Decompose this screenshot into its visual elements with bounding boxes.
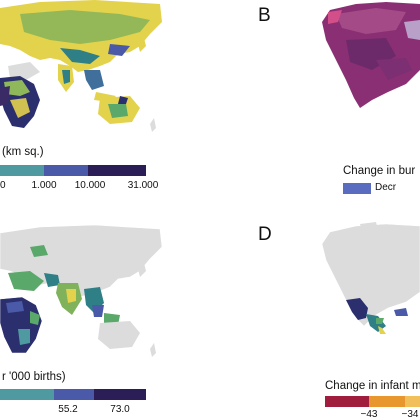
legend-title-a: (km sq.) <box>2 146 44 158</box>
legend-bar-d <box>325 396 420 407</box>
legend-tick-c-1: 73.0 <box>110 404 130 415</box>
map-panel-a <box>0 0 162 132</box>
legend-swatch-d-2 <box>369 396 405 407</box>
panel-letter-d: D <box>258 224 272 245</box>
legend-swatch-a-3 <box>88 165 146 176</box>
legend-tick-d-0: −43 <box>360 409 378 420</box>
legend-tick-a-0: 0 <box>0 180 6 191</box>
legend-tick-a-2: 10.000 <box>74 180 106 191</box>
legend-tick-a-1: 1.000 <box>31 180 57 191</box>
panel-letter-b: B <box>258 5 271 26</box>
legend-swatch-b <box>343 183 371 194</box>
legend-swatch-a-2 <box>44 165 88 176</box>
legend-tick-a-3: 31.000 <box>127 180 159 191</box>
legend-title-d: Change in infant m <box>325 380 420 392</box>
legend-swatch-c-1 <box>0 389 54 400</box>
legend-swatch-c-3 <box>94 389 146 400</box>
legend-tick-d-1: −34 <box>401 409 419 420</box>
legend-swatch-a-1 <box>0 165 44 176</box>
legend-bar-c <box>0 389 146 400</box>
legend-bar-b <box>343 183 371 194</box>
legend-item-b: Decr <box>375 182 397 193</box>
legend-swatch-d-1 <box>325 396 369 407</box>
map-panel-c <box>0 225 163 357</box>
map-panel-d <box>321 222 420 334</box>
map-panel-b <box>322 2 420 108</box>
legend-tick-c-0: 55.2 <box>58 404 78 415</box>
australia-landmass <box>98 321 140 349</box>
legend-bar-a <box>0 165 146 176</box>
legend-swatch-d-3 <box>405 396 420 407</box>
legend-title-b: Change in bur <box>343 165 416 177</box>
central-america-region <box>346 298 368 320</box>
legend-swatch-c-2 <box>54 389 94 400</box>
legend-title-c: r '000 births) <box>2 371 66 383</box>
